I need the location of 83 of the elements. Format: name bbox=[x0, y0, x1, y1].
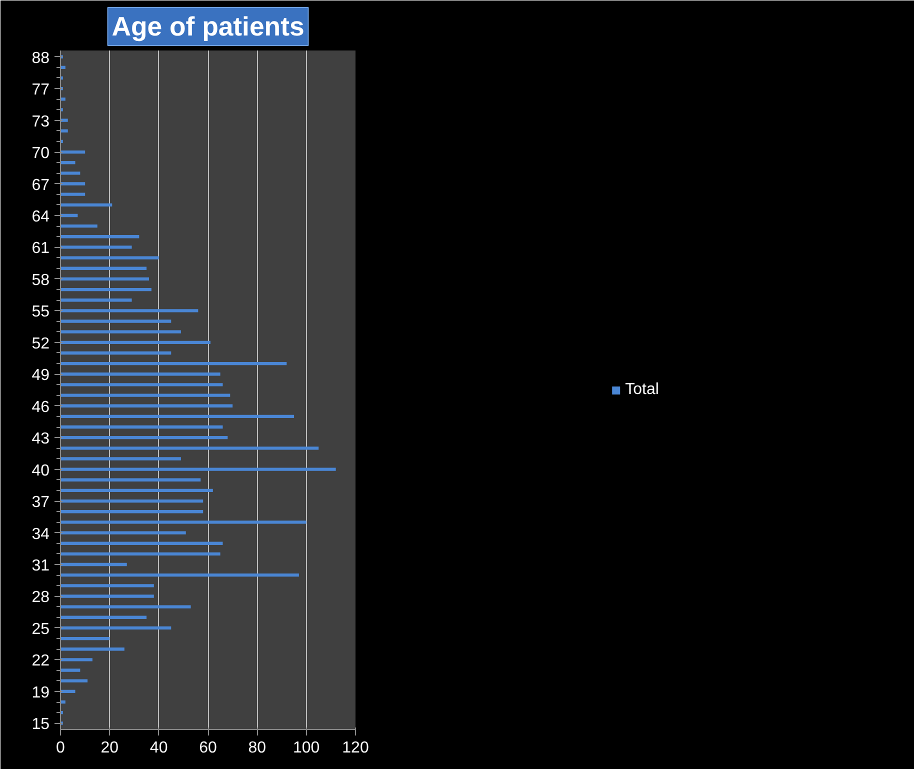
y-tick-label: 70 bbox=[32, 145, 50, 162]
legend-label: Total bbox=[625, 380, 659, 398]
y-tick-label: 43 bbox=[32, 430, 50, 448]
y-tick-label: 40 bbox=[32, 462, 50, 480]
bar bbox=[60, 626, 172, 630]
y-tick-label: 67 bbox=[32, 176, 50, 194]
bar bbox=[60, 224, 98, 228]
bar bbox=[60, 648, 124, 651]
bar bbox=[60, 192, 86, 196]
bar bbox=[60, 658, 92, 662]
y-tick-label: 58 bbox=[32, 272, 50, 289]
bar bbox=[60, 478, 201, 482]
bar bbox=[60, 246, 132, 249]
bar bbox=[60, 118, 68, 122]
bar bbox=[60, 457, 181, 460]
x-tick-label: 20 bbox=[100, 740, 119, 756]
bar bbox=[60, 436, 228, 440]
bar bbox=[60, 636, 110, 640]
bar bbox=[60, 594, 154, 598]
y-tick-label: 25 bbox=[32, 620, 50, 638]
bar bbox=[60, 372, 220, 376]
bar bbox=[60, 256, 159, 260]
bar bbox=[60, 542, 223, 545]
bar bbox=[60, 552, 220, 556]
bar bbox=[60, 320, 172, 323]
bar bbox=[60, 584, 154, 588]
x-tick-label: 40 bbox=[150, 740, 168, 756]
chart-title: Age of patients bbox=[112, 12, 304, 42]
x-tick-label: 60 bbox=[199, 740, 217, 756]
y-tick-label: 88 bbox=[32, 50, 50, 67]
y-tick-label: 73 bbox=[32, 113, 50, 130]
bar bbox=[60, 531, 186, 534]
y-tick-label: 64 bbox=[32, 208, 50, 226]
bar bbox=[60, 161, 76, 164]
y-tick-label: 52 bbox=[32, 335, 50, 352]
bar bbox=[60, 446, 319, 450]
y-tick-label: 61 bbox=[32, 240, 50, 258]
bar bbox=[60, 266, 147, 270]
bar bbox=[60, 362, 287, 366]
bar bbox=[60, 172, 80, 175]
bar bbox=[60, 499, 204, 503]
y-tick-label: 31 bbox=[32, 558, 50, 575]
bar bbox=[60, 616, 147, 619]
y-tick-label: 55 bbox=[32, 304, 50, 321]
x-tick-label: 100 bbox=[292, 740, 320, 756]
bar bbox=[60, 414, 294, 418]
x-tick-label: 120 bbox=[342, 740, 369, 756]
bar bbox=[60, 468, 336, 471]
y-tick-label: 46 bbox=[32, 398, 50, 416]
y-tick-label: 77 bbox=[32, 82, 50, 99]
bar bbox=[60, 510, 204, 514]
y-tick-label: 15 bbox=[32, 716, 50, 734]
y-tick-label: 28 bbox=[32, 589, 50, 606]
bar bbox=[60, 235, 140, 238]
bar bbox=[60, 668, 80, 672]
x-tick-label: 0 bbox=[56, 740, 66, 756]
bar bbox=[60, 203, 112, 206]
bar bbox=[60, 351, 172, 355]
y-tick-label: 37 bbox=[32, 494, 50, 512]
bar bbox=[60, 605, 191, 608]
bar bbox=[60, 488, 213, 492]
bar bbox=[60, 340, 210, 344]
bar bbox=[60, 330, 181, 334]
bar bbox=[60, 383, 223, 386]
x-tick-label: 80 bbox=[248, 740, 266, 756]
bar bbox=[60, 288, 152, 292]
bar bbox=[60, 404, 233, 408]
bar bbox=[60, 277, 149, 281]
bar bbox=[60, 574, 299, 577]
bar bbox=[60, 690, 76, 694]
bar bbox=[60, 520, 306, 524]
y-tick-label: 34 bbox=[32, 526, 50, 543]
y-tick-label: 22 bbox=[32, 652, 50, 670]
bar bbox=[60, 394, 230, 397]
bar bbox=[60, 425, 223, 429]
bar bbox=[60, 182, 86, 186]
y-tick-label: 19 bbox=[32, 684, 50, 702]
bar bbox=[60, 309, 198, 312]
bar bbox=[60, 150, 86, 154]
y-tick-label: 49 bbox=[32, 367, 50, 384]
bar bbox=[60, 562, 127, 566]
bar bbox=[60, 679, 88, 682]
bar bbox=[60, 298, 132, 302]
